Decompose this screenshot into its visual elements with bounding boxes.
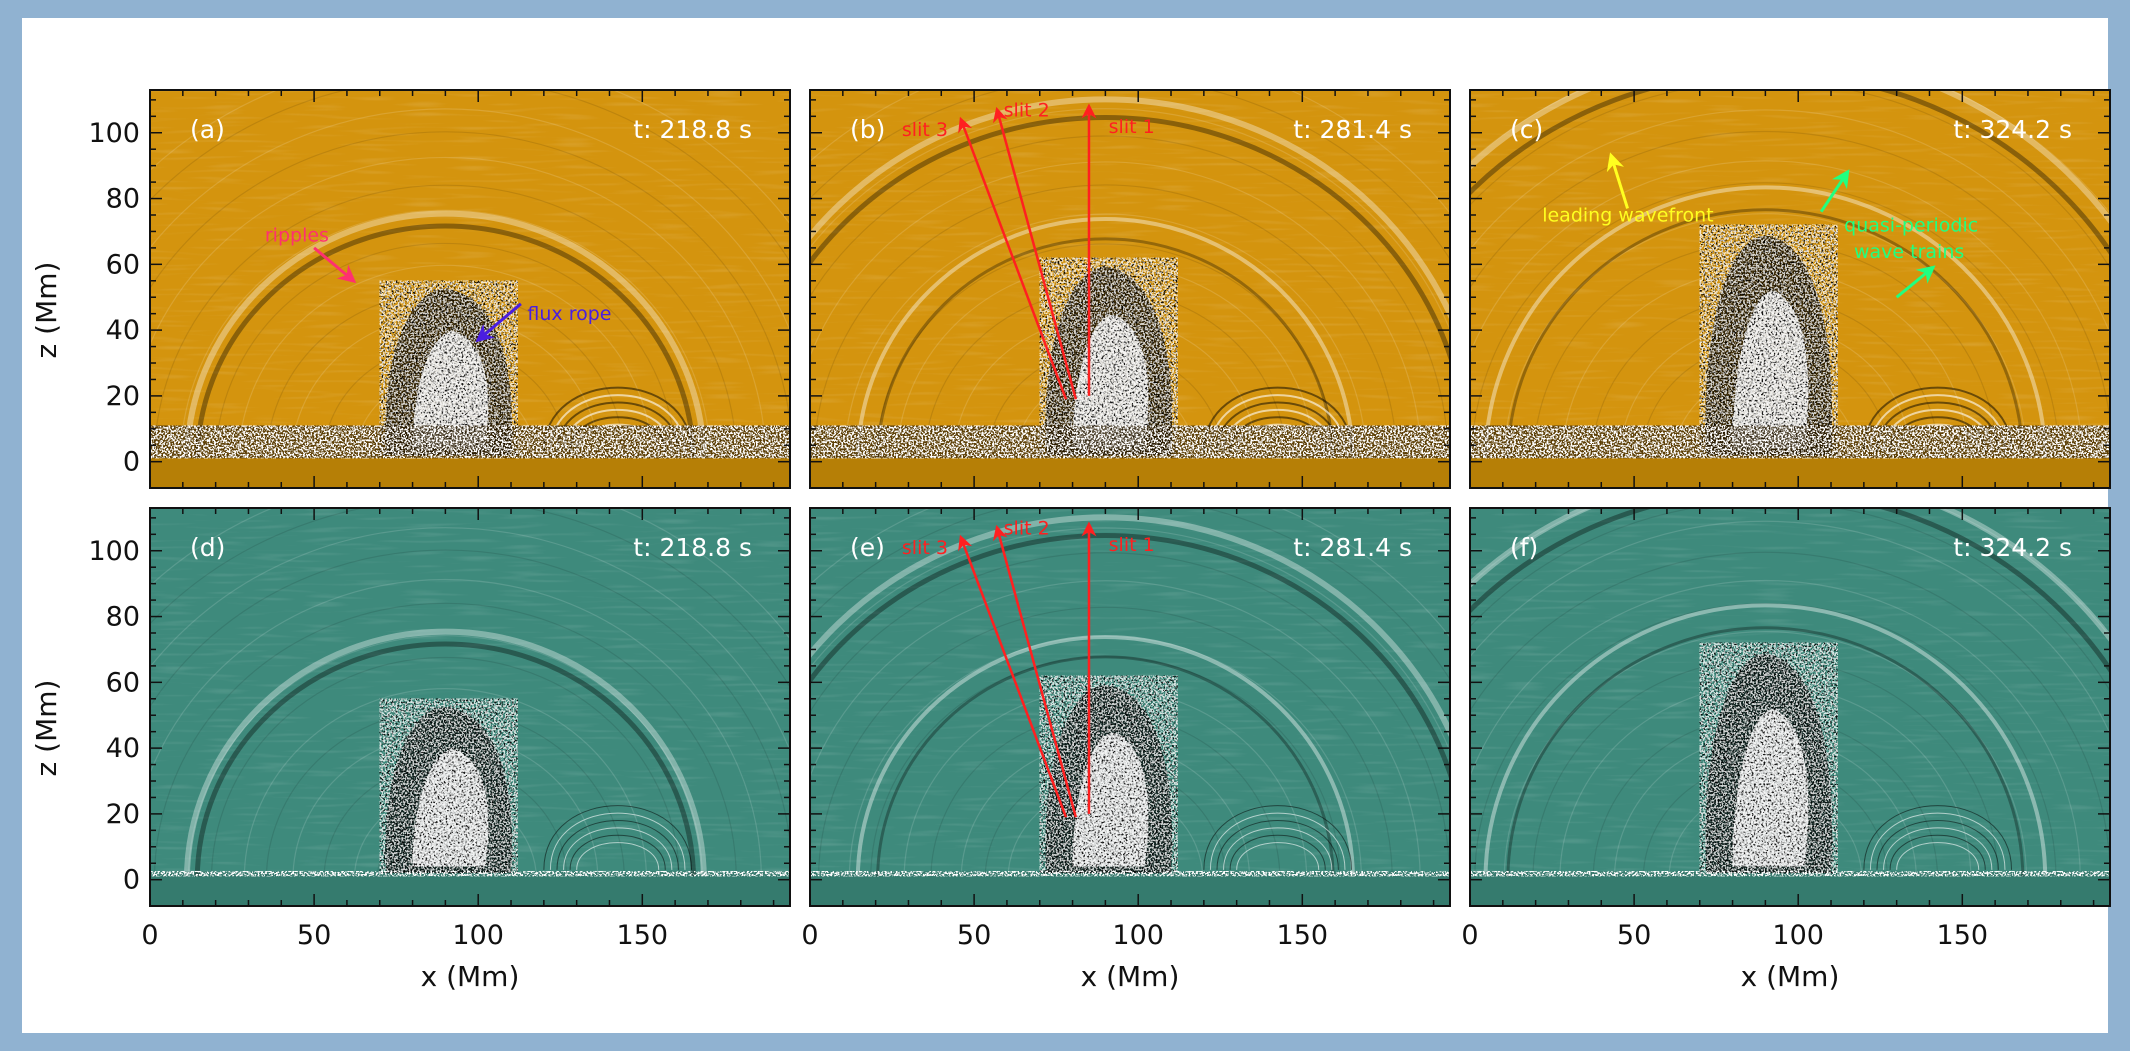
annotation-ripples: ripples xyxy=(265,224,329,246)
z-tick-label: 100 xyxy=(88,536,140,567)
annotation-arrow xyxy=(1606,152,1629,209)
slit-label: slit 3 xyxy=(902,119,948,141)
z-tick-label: 20 xyxy=(106,381,140,412)
panel-label: (c) xyxy=(1510,115,1543,144)
x-axis-label-c: x (Mm) xyxy=(1741,960,1840,993)
panel-e: 0 50 100 150 (e) t: 281.4 s slit 1 slit 2 slit 3 xyxy=(801,507,1451,951)
panel-image xyxy=(1470,508,2110,906)
panel-frame xyxy=(149,507,791,907)
x-axis-label-a: x (Mm) xyxy=(421,960,520,993)
z-tick-label: 20 xyxy=(106,799,140,830)
eruption-structure xyxy=(1699,642,1838,874)
panel-label: (a) xyxy=(190,115,225,144)
x-tick-label: 150 xyxy=(617,920,669,951)
axis-labels: z (Mm) z (Mm) x (Mm) x (Mm) x (Mm) xyxy=(30,262,1839,993)
panel-label: (d) xyxy=(190,533,225,562)
z-axis-label-bottom: z (Mm) xyxy=(30,680,63,777)
annotation-quasi-periodic-wave-trains: quasi-periodic xyxy=(1844,214,1978,236)
panel-frame xyxy=(1469,507,2111,907)
annotation-arrow xyxy=(1895,265,1936,299)
slit-label: slit 2 xyxy=(1004,517,1050,539)
panel-image xyxy=(150,90,790,488)
x-tick-label: 0 xyxy=(141,920,158,951)
slit-label: slit 1 xyxy=(1109,534,1155,556)
slit-line xyxy=(958,116,1068,400)
panel-image xyxy=(810,90,1450,488)
annotation-arrow xyxy=(313,246,357,284)
annotation-arrow xyxy=(475,302,522,343)
time-label: t: 281.4 s xyxy=(1293,115,1412,144)
base-band xyxy=(1470,876,2110,906)
ticks xyxy=(809,508,1450,906)
time-label: t: 324.2 s xyxy=(1953,115,2072,144)
panel-label: (e) xyxy=(850,533,885,562)
time-label: t: 281.4 s xyxy=(1293,533,1412,562)
eruption-structure xyxy=(1039,675,1178,874)
x-tick-label: 0 xyxy=(801,920,818,951)
z-tick-label: 80 xyxy=(106,602,140,633)
slit-line xyxy=(992,106,1078,400)
slit-label: slit 2 xyxy=(1004,99,1050,121)
x-tick-label: 150 xyxy=(1277,920,1329,951)
panel-frame xyxy=(149,89,791,489)
eruption-structure xyxy=(1699,224,1838,456)
eruption-structure xyxy=(1039,257,1178,456)
x-tick-label: 150 xyxy=(1937,920,1989,951)
panel-b: (b) t: 281.4 s slit 1 slit 2 slit 3 xyxy=(809,89,1451,489)
panel-image xyxy=(1470,90,2110,488)
x-tick-label: 100 xyxy=(1112,920,1164,951)
z-axis-label-top: z (Mm) xyxy=(30,262,63,359)
z-tick-label: 40 xyxy=(106,315,140,346)
slit-line xyxy=(992,524,1078,818)
slit-line xyxy=(958,534,1068,818)
base-band xyxy=(1470,458,2110,488)
base-band xyxy=(150,458,790,488)
panel-d: 0 20 40 60 80 100 0 50 100 150 (d) t: 218.8 s xyxy=(88,507,791,951)
annotation-quasi-periodic-wave-trains-line2: wave trains xyxy=(1854,241,1964,263)
z-tick-label: 60 xyxy=(106,667,140,698)
z-tick-label: 60 xyxy=(106,249,140,280)
x-tick-label: 100 xyxy=(1772,920,1824,951)
base-band xyxy=(810,876,1450,906)
ticks xyxy=(149,508,790,906)
time-label: t: 324.2 s xyxy=(1953,533,2072,562)
panel-image xyxy=(810,508,1450,906)
x-tick-label: 50 xyxy=(297,920,331,951)
z-tick-label: 0 xyxy=(123,447,140,478)
time-label: t: 218.8 s xyxy=(633,533,752,562)
annotation-arrow xyxy=(1819,169,1850,213)
x-tick-label: 0 xyxy=(1461,920,1478,951)
x-tick-label: 50 xyxy=(1617,920,1651,951)
x-axis-label-b: x (Mm) xyxy=(1081,960,1180,993)
panel-frame xyxy=(1469,89,2111,489)
z-tick-label: 0 xyxy=(123,865,140,896)
x-tick-label: 100 xyxy=(452,920,504,951)
slit-label: slit 1 xyxy=(1109,116,1155,138)
panel-label: (f) xyxy=(1510,533,1538,562)
panel-f: 0 50 100 150 (f) t: 324.2 s xyxy=(1461,507,2111,951)
z-tick-label: 80 xyxy=(106,184,140,215)
base-band xyxy=(810,458,1450,488)
panel-a: 0 20 40 60 80 100 (a) t: 218.8 s ripples flux rop… xyxy=(88,89,791,489)
eruption-structure xyxy=(379,698,518,874)
panel-c: (c) t: 324.2 s leading wavefront quasi-peri… xyxy=(1469,89,2111,489)
ticks xyxy=(1469,508,2110,906)
ticks xyxy=(149,90,790,488)
x-tick-label: 50 xyxy=(957,920,991,951)
slit-label: slit 3 xyxy=(902,537,948,559)
annotation-leading-wavefront: leading wavefront xyxy=(1542,205,1713,227)
z-tick-label: 100 xyxy=(88,118,140,149)
ticks xyxy=(809,90,1450,488)
base-band xyxy=(150,876,790,906)
time-label: t: 218.8 s xyxy=(633,115,752,144)
z-tick-label: 40 xyxy=(106,733,140,764)
panel-label: (b) xyxy=(850,115,885,144)
panel-frame xyxy=(809,89,1451,489)
panel-frame xyxy=(809,507,1451,907)
ticks xyxy=(1469,90,2110,488)
panel-image xyxy=(150,508,790,906)
annotation-flux-rope: flux rope xyxy=(527,303,611,325)
